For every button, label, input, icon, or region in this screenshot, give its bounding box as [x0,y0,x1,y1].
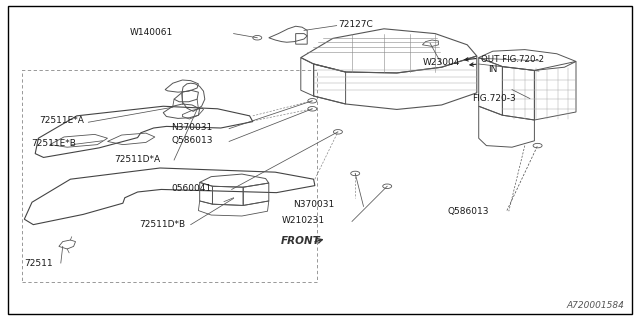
Text: 72127C: 72127C [338,20,372,29]
Text: IN: IN [488,65,497,74]
Text: 72511: 72511 [24,259,53,268]
Text: W140061: W140061 [129,28,173,37]
Text: OUT FIG.720-2: OUT FIG.720-2 [481,55,545,64]
Bar [22,70,317,282]
Text: W210231: W210231 [282,216,324,225]
Text: FRONT: FRONT [280,236,320,246]
Text: 72511D*B: 72511D*B [140,220,186,229]
Text: W23004: W23004 [422,58,460,67]
Text: FIG.720-3: FIG.720-3 [472,94,516,103]
Text: 72511E*B: 72511E*B [31,139,76,148]
Text: 0560041: 0560041 [172,184,212,193]
Text: 72511E*A: 72511E*A [40,116,84,125]
Text: N370031: N370031 [293,200,334,209]
Text: Q586013: Q586013 [448,207,490,216]
Text: N370031: N370031 [172,123,212,132]
Text: Q586013: Q586013 [172,136,213,145]
Text: 72511D*A: 72511D*A [114,155,160,164]
Text: A720001584: A720001584 [566,301,624,310]
